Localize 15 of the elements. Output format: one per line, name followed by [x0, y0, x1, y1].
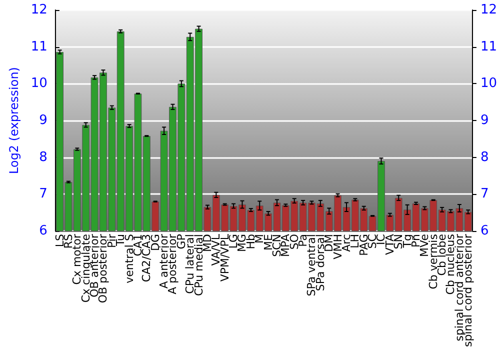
y-tick-label: 12 — [30, 2, 48, 18]
y-tick-label: 6 — [39, 224, 48, 239]
y2-tick-label: 8 — [480, 150, 489, 165]
y-tick-label: 9 — [39, 113, 48, 128]
y2-tick-label: 9 — [480, 113, 489, 128]
y-tick-label: 7 — [39, 186, 48, 202]
y-tick-label: 10 — [30, 76, 48, 92]
y2-tick-label: 12 — [480, 2, 498, 18]
y2-tick-label: 10 — [480, 76, 498, 92]
y-tick-label: 11 — [30, 39, 48, 54]
y-axis-title: Log2 (expression) — [7, 67, 21, 174]
y2-tick-label: 6 — [480, 224, 489, 239]
y-tick-label: 8 — [39, 150, 48, 165]
y2-tick-label: 7 — [480, 186, 489, 202]
y2-tick-label: 11 — [480, 39, 498, 54]
